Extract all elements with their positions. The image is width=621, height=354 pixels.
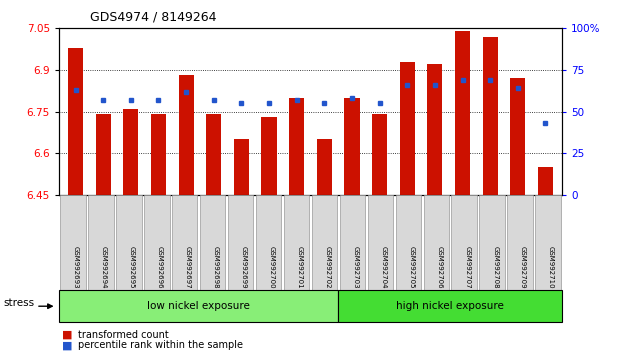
Bar xyxy=(151,114,166,195)
Bar xyxy=(317,139,332,195)
Bar xyxy=(68,48,83,195)
Text: GSM992705: GSM992705 xyxy=(409,246,414,289)
Text: ■: ■ xyxy=(62,330,73,339)
Text: GSM992695: GSM992695 xyxy=(129,246,135,289)
Bar xyxy=(289,98,304,195)
Text: GSM992694: GSM992694 xyxy=(101,246,107,289)
Text: low nickel exposure: low nickel exposure xyxy=(147,301,250,311)
Bar xyxy=(96,114,111,195)
Text: GSM992693: GSM992693 xyxy=(73,246,79,289)
Text: transformed count: transformed count xyxy=(78,330,168,339)
Bar xyxy=(538,167,553,195)
Bar xyxy=(400,62,415,195)
Text: GSM992701: GSM992701 xyxy=(297,246,302,289)
Bar xyxy=(427,64,443,195)
Bar xyxy=(345,98,360,195)
Text: stress: stress xyxy=(3,298,34,308)
Text: GSM992703: GSM992703 xyxy=(353,246,358,289)
Bar xyxy=(483,37,498,195)
Text: GSM992696: GSM992696 xyxy=(156,246,163,289)
Bar xyxy=(510,78,525,195)
Bar xyxy=(455,31,470,195)
Text: GDS4974 / 8149264: GDS4974 / 8149264 xyxy=(90,11,217,24)
Bar xyxy=(233,139,249,195)
Text: GSM992708: GSM992708 xyxy=(492,246,498,289)
Text: GSM992702: GSM992702 xyxy=(324,246,330,289)
Text: GSM992709: GSM992709 xyxy=(520,246,526,289)
Text: GSM992698: GSM992698 xyxy=(212,246,219,289)
Text: GSM992700: GSM992700 xyxy=(268,246,274,289)
Text: percentile rank within the sample: percentile rank within the sample xyxy=(78,340,243,350)
Text: ■: ■ xyxy=(62,340,73,350)
Bar xyxy=(206,114,221,195)
Bar xyxy=(372,114,388,195)
Text: GSM992707: GSM992707 xyxy=(465,246,470,289)
Text: GSM992710: GSM992710 xyxy=(548,246,554,289)
Text: GSM992699: GSM992699 xyxy=(241,246,247,289)
Bar xyxy=(123,109,138,195)
Text: GSM992697: GSM992697 xyxy=(185,246,191,289)
Text: GSM992706: GSM992706 xyxy=(436,246,442,289)
Bar xyxy=(261,117,276,195)
Bar xyxy=(178,75,194,195)
Text: GSM992704: GSM992704 xyxy=(380,246,386,289)
Text: high nickel exposure: high nickel exposure xyxy=(396,301,504,311)
